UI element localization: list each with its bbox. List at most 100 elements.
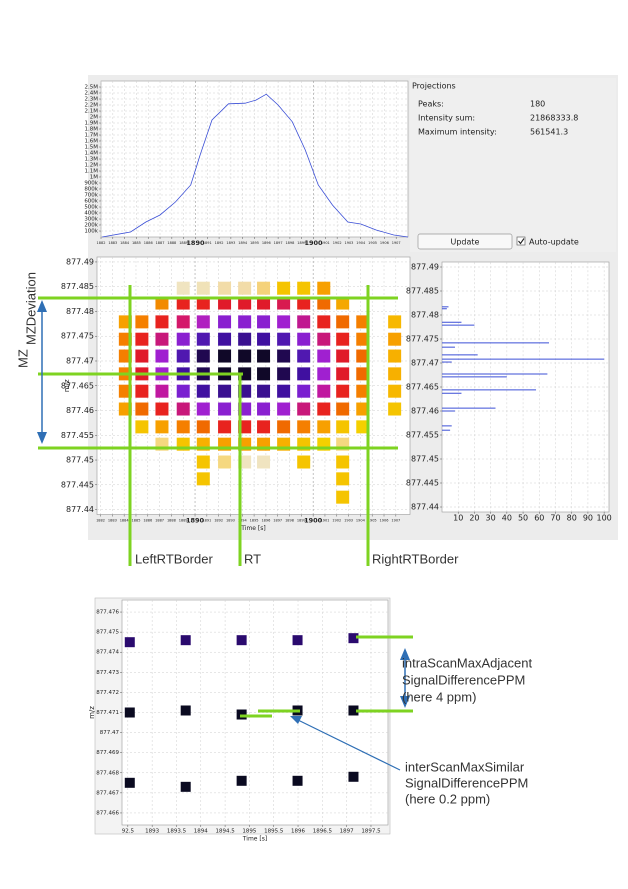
- y-tick-label: 1M: [90, 175, 98, 181]
- peak-square: [297, 402, 311, 416]
- x-tick-label: 1901: [321, 241, 330, 245]
- y-tick-label: 877.47: [66, 356, 94, 365]
- peak-square: [155, 296, 169, 310]
- checkbox-label[interactable]: Auto-update: [529, 238, 579, 247]
- peak-square: [218, 384, 232, 398]
- x-tick-label: 30: [486, 513, 496, 522]
- peak-square: [388, 384, 402, 398]
- peak-square: [155, 315, 169, 329]
- y-tick-label: 2.3M: [85, 97, 99, 103]
- y-tick-label: 1.4M: [85, 151, 99, 157]
- y-tick-label: 877.455: [61, 431, 94, 440]
- value: 21868333.8: [530, 114, 578, 123]
- x-tick-label: 1902: [332, 519, 341, 523]
- point: [180, 781, 191, 792]
- peak-square: [317, 349, 331, 363]
- x-tick-label: 1902: [333, 241, 342, 245]
- update-button[interactable]: Update: [417, 233, 513, 250]
- y-tick-label: 877.485: [406, 287, 439, 296]
- peak-square: [277, 402, 291, 416]
- checkbox[interactable]: [516, 236, 526, 246]
- annotation-label: (here 4 ppm): [402, 689, 476, 704]
- peak-square: [317, 315, 331, 329]
- arrow-heads: [400, 648, 410, 708]
- peak-square: [155, 384, 169, 398]
- x-tick-label: 1897: [340, 829, 354, 835]
- y-tick-label: 877.466: [96, 810, 119, 816]
- peak-square: [317, 420, 331, 434]
- annotation-label: SignalDifferencePPM: [402, 672, 525, 687]
- peak-square: [297, 384, 311, 398]
- peak-square: [356, 315, 370, 329]
- y-tick-label: 500k: [84, 205, 98, 211]
- x-tick-label: 1895: [250, 519, 259, 523]
- peak-square: [388, 315, 402, 329]
- peak-square: [238, 315, 252, 329]
- x-tick-label: 1903: [344, 519, 353, 523]
- x-tick-label: 1906: [380, 519, 389, 523]
- peak-square: [155, 420, 169, 434]
- auto-update-checkbox[interactable]: Auto-update: [516, 236, 579, 247]
- x-tick-label: 1892: [214, 519, 223, 523]
- y-tick-label: 2.2M: [85, 103, 99, 109]
- peak-square: [218, 332, 232, 346]
- x-tick-label: 1888: [167, 241, 176, 245]
- x-tick-label: 1894: [194, 829, 208, 835]
- charts: 100k200k300k400k500k600k700k800k900k1M1.…: [61, 81, 612, 843]
- y-tick-label: 877.471: [96, 710, 119, 716]
- y-tick-label: 2.1M: [85, 109, 99, 115]
- peak-square: [317, 296, 331, 310]
- x-tick-label: 1896.5: [313, 829, 333, 835]
- y-tick-label: 1.8M: [85, 127, 99, 133]
- button-label[interactable]: Update: [451, 238, 480, 247]
- x-tick-label: 1888: [167, 519, 176, 523]
- peak-square: [277, 296, 291, 310]
- y-tick-label: 877.48: [66, 307, 94, 316]
- y-tick-label: 877.469: [96, 750, 119, 756]
- peak-square: [196, 281, 210, 295]
- peak-square: [277, 349, 291, 363]
- point: [236, 635, 247, 646]
- peak-square: [277, 384, 291, 398]
- peak-square: [218, 349, 232, 363]
- peak-square: [317, 402, 331, 416]
- peak-square: [257, 281, 271, 295]
- y-tick-label: 877.44: [411, 503, 439, 512]
- x-tick-label: 1894: [238, 519, 248, 523]
- peak-square: [218, 315, 232, 329]
- y-tick-label: 877.472: [96, 690, 119, 696]
- y-tick-label: 800k: [84, 187, 98, 193]
- peak-square: [238, 281, 252, 295]
- y-tick-label: 1.9M: [85, 121, 99, 127]
- peak-square: [257, 367, 271, 381]
- peak-square: [356, 420, 370, 434]
- x-tick-label: 100: [596, 513, 611, 522]
- label: Intensity sum:: [418, 114, 475, 123]
- panel-title: Projections: [412, 82, 456, 91]
- annotation-lines: [38, 285, 398, 566]
- y-tick-label: 700k: [84, 193, 98, 199]
- y-tick-label: 900k: [84, 181, 98, 187]
- peak-square: [176, 402, 190, 416]
- peak-square: [336, 315, 350, 329]
- point: [292, 775, 303, 786]
- label: Maximum intensity:: [418, 128, 497, 137]
- peak-square: [356, 367, 370, 381]
- point: [124, 777, 135, 788]
- annotation-label: RT: [244, 551, 261, 566]
- peak-square: [196, 420, 210, 434]
- x-tick-label: 1894: [238, 241, 248, 245]
- x-tick-label: 1896: [261, 519, 270, 523]
- peak-square: [336, 367, 350, 381]
- y-tick-label: 877.474: [96, 650, 119, 656]
- peak-square: [257, 420, 271, 434]
- y-tick-label: 877.473: [96, 670, 119, 676]
- mz-deviation-arrow: [37, 300, 47, 444]
- x-tick-label: 1897.5: [361, 829, 381, 835]
- peak-square: [356, 332, 370, 346]
- x-tick-label: 1882: [96, 519, 105, 523]
- peak-square: [238, 332, 252, 346]
- peak-square: [176, 384, 190, 398]
- button-frame[interactable]: [417, 233, 513, 250]
